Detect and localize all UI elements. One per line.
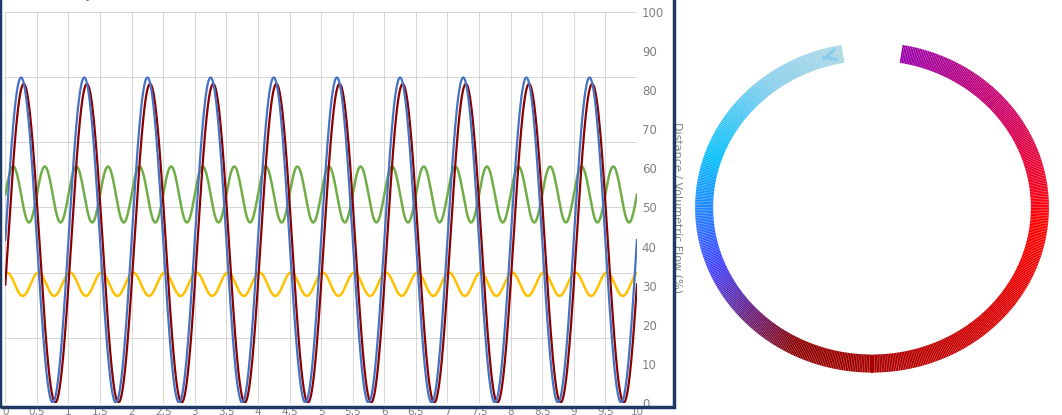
Y-axis label: Distance / Volumetric Flow (%): Distance / Volumetric Flow (%) [672,122,683,293]
Text: Pressure Cycle: Pressure Cycle [12,0,114,1]
